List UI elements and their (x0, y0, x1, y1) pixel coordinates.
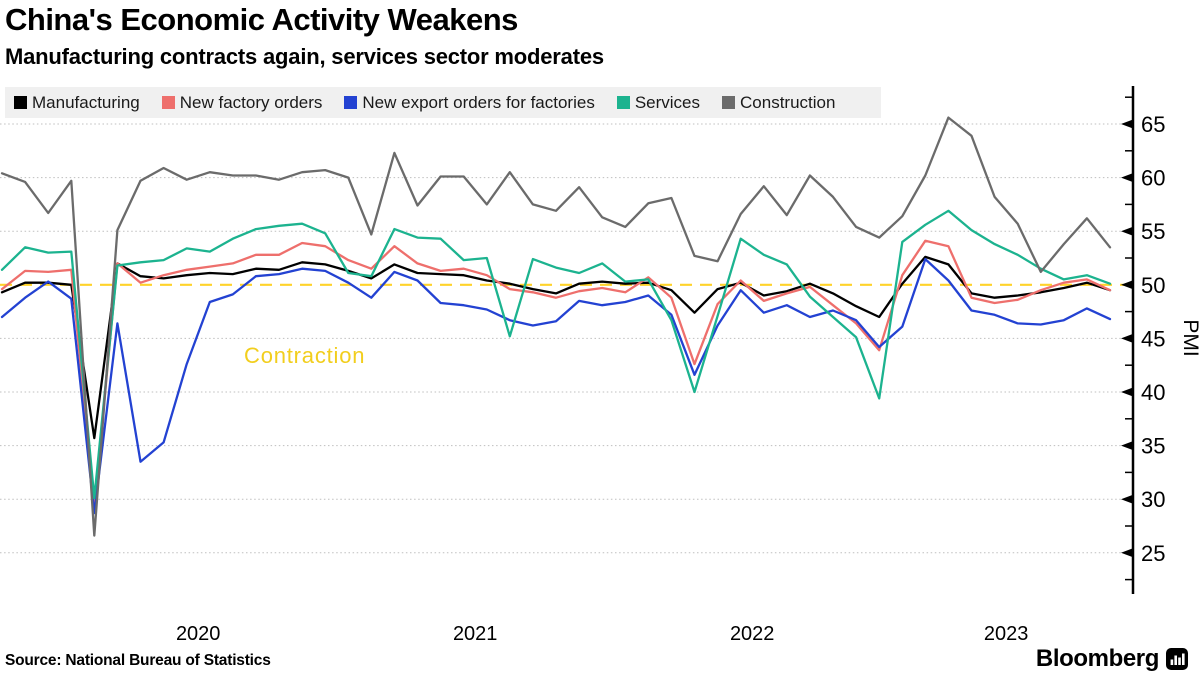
legend-swatch-icon (161, 96, 175, 109)
y-tick-label-45: 45 (1141, 326, 1165, 351)
legend-item-new-export-orders-for-factories: New export orders for factories (344, 92, 595, 113)
legend-swatch-icon (722, 96, 736, 109)
legend-label: New export orders for factories (362, 92, 595, 112)
y-tick-label-25: 25 (1141, 541, 1165, 566)
y-tick-label-65: 65 (1141, 112, 1165, 137)
contraction-annotation: Contraction (244, 343, 365, 368)
y-tick-major (1121, 226, 1133, 236)
source-attribution: Source: National Bureau of Statistics (5, 652, 271, 669)
series-line-manufacturing (0, 255, 1112, 440)
legend-item-manufacturing: Manufacturing (14, 93, 140, 113)
legend-item-services: Services (616, 92, 701, 113)
legend-swatch-icon (616, 96, 630, 109)
bloomberg-chart-icon (1166, 648, 1188, 670)
y-tick-major (1121, 494, 1133, 504)
x-year-label-2023: 2023 (984, 623, 1029, 645)
y-tick-label-40: 40 (1141, 380, 1165, 405)
y-tick-major (1121, 441, 1133, 451)
legend-label: Construction (740, 92, 836, 112)
chart-layers: 25 30 35 40 45 50 55 60 65 2020 2021 2022 2023 (0, 86, 1165, 645)
chart-title: China's Economic Activity Weakens (5, 2, 518, 37)
y-axis-title: PMI (1179, 319, 1200, 356)
y-tick-major (1121, 119, 1133, 129)
legend-item-construction: Construction (722, 93, 835, 113)
y-tick-major (1121, 280, 1133, 290)
series-line-services (0, 209, 1112, 500)
y-tick-major (1121, 548, 1133, 558)
y-tick-label-30: 30 (1141, 487, 1165, 512)
legend-label: New factory orders (179, 92, 323, 112)
legend-label: Services (634, 92, 701, 112)
series-line-new-export-orders-for-factories (0, 257, 1112, 515)
series-line-new-factory-orders (0, 239, 1112, 508)
x-year-label-2022: 2022 (730, 623, 775, 645)
y-tick-major (1121, 333, 1133, 343)
y-tick-label-60: 60 (1141, 166, 1165, 191)
y-tick-label-50: 50 (1141, 273, 1165, 298)
legend-swatch-icon (14, 96, 27, 109)
y-tick-label-35: 35 (1141, 434, 1165, 459)
bloomberg-logo: Bloomberg (1036, 645, 1188, 673)
y-tick-label-55: 55 (1141, 219, 1165, 244)
y-tick-major (1121, 173, 1133, 183)
bloomberg-wordmark: Bloomberg (1035, 645, 1159, 672)
legend-label: Manufacturing (32, 92, 140, 112)
chart-subtitle: Manufacturing contracts again, services … (5, 44, 604, 69)
legend-swatch-icon (344, 96, 358, 109)
legend-item-new-factory-orders: New factory orders (161, 92, 323, 113)
x-year-label-2020: 2020 (176, 623, 221, 645)
y-tick-major (1121, 387, 1133, 397)
series-line-construction (0, 116, 1112, 537)
chart-legend: Manufacturing New factory orders New expor… (5, 87, 882, 118)
x-year-label-2021: 2021 (453, 623, 498, 645)
